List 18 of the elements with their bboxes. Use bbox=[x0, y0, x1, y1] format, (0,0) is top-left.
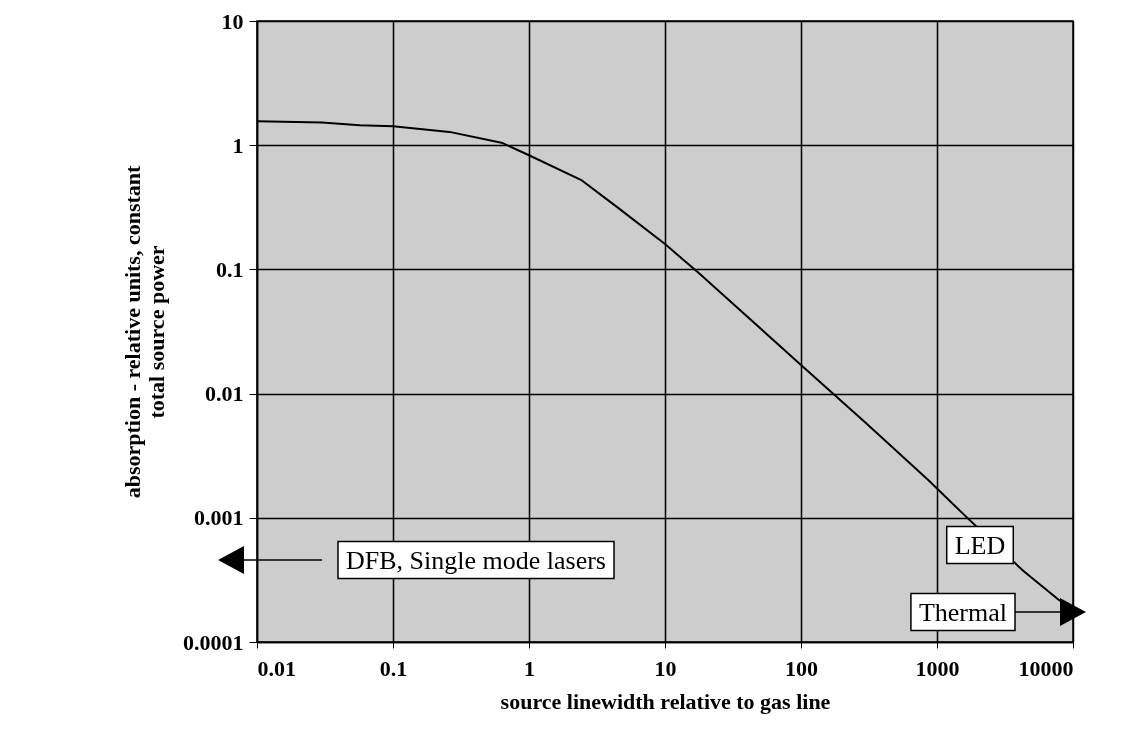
y-tick-label: 1 bbox=[232, 132, 244, 158]
x-tick-label: 100 bbox=[785, 655, 818, 681]
annotation: Thermal bbox=[918, 597, 1007, 627]
y-tick-label: 10 bbox=[221, 8, 244, 34]
x-tick-label: 0.01 bbox=[257, 655, 296, 681]
x-tick-label: 1000 bbox=[915, 655, 960, 681]
y-tick-label: 0.001 bbox=[194, 505, 244, 531]
annotation: LED bbox=[954, 530, 1006, 560]
x-tick-label: 10 bbox=[654, 655, 677, 681]
y-axis-title: absorption - relative units, constant total source power bbox=[120, 165, 169, 499]
x-tick-label: 10000 bbox=[1018, 655, 1074, 681]
x-tick-label: 0.1 bbox=[379, 655, 408, 681]
y-tick-label: 0.0001 bbox=[183, 629, 244, 655]
y-tick-label: 0.1 bbox=[216, 256, 244, 282]
x-tick-label: 1 bbox=[524, 655, 535, 681]
y-tick-label: 0.01 bbox=[205, 381, 244, 407]
annotation: DFB, Single mode lasers bbox=[346, 545, 606, 575]
x-axis-title: source linewidth relative to gas line bbox=[500, 688, 831, 714]
